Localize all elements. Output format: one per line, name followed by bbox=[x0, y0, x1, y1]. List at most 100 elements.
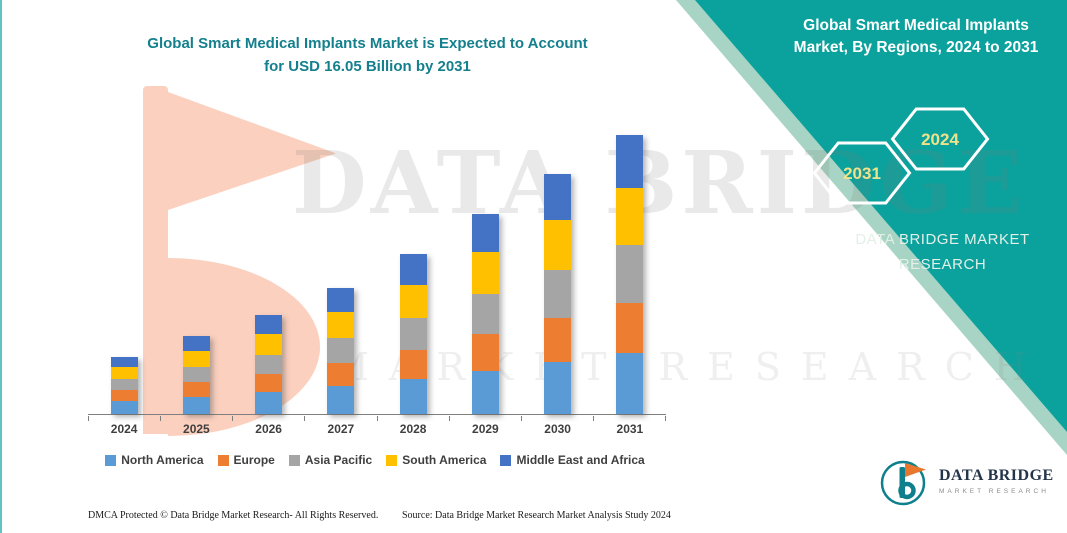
hexagon-2024-label: 2024 bbox=[921, 130, 959, 149]
hexagon-2031-label: 2031 bbox=[843, 164, 881, 183]
legend-label: Asia Pacific bbox=[304, 453, 373, 467]
logo-name: DATA BRIDGE bbox=[939, 467, 1054, 484]
bar-segment bbox=[110, 356, 138, 368]
year-hexagons: 2031 2024 bbox=[812, 107, 990, 205]
x-axis-labels: 2024 2025 2026 2027 2028 2029 2030 2031 bbox=[88, 422, 666, 436]
bar-segment bbox=[255, 373, 283, 393]
x-axis-tick bbox=[305, 416, 378, 421]
legend-swatch bbox=[500, 454, 512, 466]
x-axis-label: 2030 bbox=[544, 422, 571, 436]
bar-segment bbox=[327, 312, 355, 339]
x-axis-label: 2028 bbox=[399, 422, 427, 436]
legend-item: Europe bbox=[217, 453, 275, 467]
databridge-logo-mark bbox=[880, 460, 926, 506]
bar-segment bbox=[327, 386, 355, 414]
x-axis-label: 2026 bbox=[255, 422, 282, 436]
bar-segment bbox=[327, 362, 355, 387]
bar-segment bbox=[182, 367, 210, 382]
legend-label: Europe bbox=[233, 453, 275, 467]
bar-segment bbox=[182, 350, 210, 368]
logo-b-bowl bbox=[898, 481, 916, 500]
footer-copyright: DMCA Protected © Data Bridge Market Rese… bbox=[88, 510, 379, 521]
legend-item: Asia Pacific bbox=[288, 453, 373, 467]
x-axis-tick bbox=[594, 416, 666, 421]
x-axis-label: 2027 bbox=[327, 422, 355, 436]
plot-area bbox=[88, 118, 666, 415]
stacked-bar-2029 bbox=[471, 213, 499, 414]
bar-segment bbox=[616, 302, 644, 354]
bar-segment bbox=[399, 379, 427, 414]
bar-segment bbox=[399, 349, 427, 380]
x-axis-tick bbox=[450, 416, 522, 421]
x-axis-tick bbox=[161, 416, 234, 421]
bar-group-2026 bbox=[233, 118, 305, 414]
logo-ring bbox=[880, 460, 926, 506]
bar-segment bbox=[616, 134, 644, 188]
databridge-logo: DATA BRIDGE MARKET RESEARCH bbox=[878, 452, 1054, 510]
stacked-bar-2031 bbox=[616, 134, 644, 414]
bar-segment bbox=[399, 253, 427, 286]
legend-swatch bbox=[386, 454, 398, 466]
x-axis-ticks bbox=[88, 416, 666, 421]
logo-text: DATA BRIDGE MARKET RESEARCH bbox=[939, 467, 1054, 495]
bar-segment bbox=[471, 334, 499, 371]
bar-segment bbox=[255, 354, 283, 374]
chart-title: Global Smart Medical Implants Market is … bbox=[85, 32, 650, 79]
bar-segment bbox=[399, 285, 427, 319]
right-panel-title: Global Smart Medical Implants Market, By… bbox=[793, 17, 1039, 57]
bar-segment bbox=[616, 187, 644, 246]
x-axis-tick bbox=[89, 416, 162, 421]
bar-segment bbox=[544, 361, 572, 414]
footer-source: Source: Data Bridge Market Research Mark… bbox=[402, 510, 671, 521]
bar-segment bbox=[471, 294, 499, 334]
chart-legend: North America Europe Asia Pacific South Ame… bbox=[60, 453, 690, 467]
bar-segment bbox=[255, 314, 283, 334]
hexagon-2031-outline bbox=[812, 141, 912, 205]
legend-swatch bbox=[217, 454, 229, 466]
bar-segment bbox=[255, 333, 283, 355]
chart-title-line1: Global Smart Medical Implants Market is … bbox=[147, 35, 588, 52]
bar-segment bbox=[471, 213, 499, 253]
left-accent-line bbox=[0, 0, 2, 533]
bar-segment bbox=[110, 367, 138, 380]
bar-group-2027 bbox=[305, 118, 377, 414]
bar-segment bbox=[471, 252, 499, 294]
bar-segment bbox=[110, 389, 138, 401]
bar-segment bbox=[182, 381, 210, 397]
bar-group-2024 bbox=[88, 118, 160, 414]
legend-swatch bbox=[105, 454, 117, 466]
logo-subtitle: MARKET RESEARCH bbox=[939, 488, 1049, 495]
legend-swatch bbox=[288, 454, 300, 466]
brand-line2: RESEARCH bbox=[898, 255, 987, 273]
watermark-marketresearch-text: MARKET RESEARCH bbox=[330, 345, 1047, 389]
bar-group-2031 bbox=[594, 118, 666, 414]
hexagon-2024-outline bbox=[890, 107, 990, 171]
bar-segment bbox=[544, 173, 572, 221]
stacked-bar-2026 bbox=[255, 314, 283, 414]
x-axis-tick bbox=[522, 416, 594, 421]
logo-pennant bbox=[905, 463, 926, 477]
watermark-logo-stem bbox=[143, 86, 168, 434]
stacked-bar-2027 bbox=[327, 287, 355, 414]
bar-group-2025 bbox=[160, 118, 232, 414]
stacked-bar-2024 bbox=[110, 356, 138, 414]
x-axis-label: 2025 bbox=[183, 422, 210, 436]
x-axis-tick bbox=[378, 416, 450, 421]
legend-label: Middle East and Africa bbox=[516, 453, 645, 467]
legend-label: North America bbox=[121, 453, 204, 467]
bar-group-2029 bbox=[449, 118, 521, 414]
bar-segment bbox=[399, 318, 427, 350]
legend-item: North America bbox=[105, 453, 204, 467]
x-axis-label: 2031 bbox=[616, 422, 644, 436]
bar-segment bbox=[616, 353, 644, 414]
x-axis-tick bbox=[233, 416, 306, 421]
legend-item: South America bbox=[386, 453, 486, 467]
bar-segment bbox=[616, 245, 644, 303]
bar-segment bbox=[182, 335, 210, 351]
right-panel-brand: DATA BRIDGE MARKET RESEARCH bbox=[845, 228, 1040, 278]
bar-segment bbox=[182, 396, 210, 414]
bar-segment bbox=[544, 269, 572, 319]
legend-item: Middle East and Africa bbox=[500, 453, 645, 467]
legend-label: South America bbox=[402, 453, 487, 467]
